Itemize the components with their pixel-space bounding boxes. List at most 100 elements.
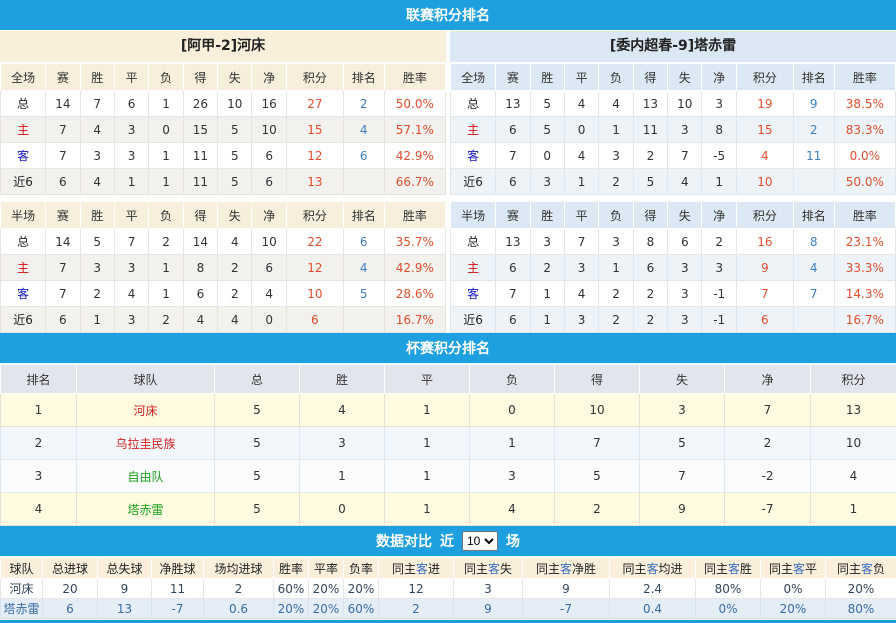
stat-cell: 0.4 [609,598,696,619]
stat-cell: 1 [79,306,115,333]
column-header: 球队 [76,364,215,394]
winrate-cell: 50.0% [833,168,896,195]
row-label: 近6 [449,306,497,333]
winrate-cell: 57.1% [383,116,447,143]
stat-cell: 4 [251,280,287,307]
points-cell: 22 [285,228,344,255]
stat-cell: 3 [667,280,703,307]
rank-cell: 4 [792,254,835,281]
column-header: 失 [667,201,703,229]
stat-cell: 2 [632,142,669,169]
stat-cell: 3 [529,168,565,195]
header-row: 排名 球队总胜平负得失净积分 [0,364,896,394]
column-header: 净 [251,201,287,229]
stat-cell: 5 [529,116,565,143]
stat-cell: 4 [563,90,600,117]
stat-cell: 13 [632,90,669,117]
column-header: 平 [113,63,150,91]
stat-cell: 7 [113,228,150,255]
header-text: 均进 [658,561,683,576]
stat-cell: 2 [701,228,737,255]
stat-cell: 6 [251,142,287,169]
compare-section-bar: 数据对比 近 10 场 [0,526,896,556]
stat-cell: 3 [667,116,703,143]
header-text: 净胜 [572,561,597,576]
row-label: 主 [0,254,47,281]
stat-cell: 16 [251,90,287,117]
stat-cell: 2 [79,280,115,307]
team-name-cell: 塔赤雷 [76,492,215,526]
header-text: 同主 [391,561,416,576]
column-header: 赛 [495,63,531,91]
stat-cell: 9 [453,598,523,619]
column-header: 球队 [0,557,43,579]
points-cell: 12 [285,142,344,169]
cup-row: 3 自由队 5 1 1 3 5 7 -2 4 [0,459,896,493]
stat-cell: 6 [495,306,531,333]
stat-cell: 4 [113,280,150,307]
header-text: 同主 [836,561,861,576]
header-text: 同主 [768,561,793,576]
rank-number-cell: 1 [0,393,77,427]
stat-cell: 5 [214,393,300,427]
stat-cell: 4 [563,280,600,307]
stat-cell: 10 [810,426,896,460]
row-label: 客 [0,280,47,307]
stat-cell: 20 [42,578,98,599]
rank-cell [342,306,385,333]
stat-cell: 3 [667,306,703,333]
column-header: 积分 [735,201,794,229]
rank-number-cell: 4 [0,492,77,526]
points-cell: 16 [735,228,794,255]
stat-cell: 3 [563,254,600,281]
stat-cell: 7 [45,142,81,169]
stat-row: 近6 6 1 3 2 4 4 0 6 16.7% [0,306,447,333]
column-header: 积分 [285,63,344,91]
row-label: 客 [449,280,497,307]
column-header: 失 [217,63,253,91]
stat-row: 主 7 3 3 1 8 2 6 12 4 42.9% [0,254,447,281]
stat-cell: 4 [182,306,219,333]
team-title: [阿甲-2]河床 [0,31,446,62]
stat-cell: 11 [632,116,669,143]
stat-row: 近6 6 1 3 2 2 3 -1 6 16.7% [449,306,896,333]
header-text: 平 [805,561,818,576]
stat-cell: 14 [45,228,81,255]
stat-cell: 6 [495,116,531,143]
stat-cell: 60% [273,578,309,599]
stat-cell: 2 [529,254,565,281]
column-header: 得 [632,63,669,91]
league-stats-table: 全场赛胜平负得失净积分 排名 胜率总 13 5 4 4 13 10 3 19 9 38.5% 主 6 5 0 1 1… [449,63,896,195]
away-char-accent: 客 [487,561,500,576]
rank-cell: 6 [342,142,385,169]
column-header: 积分 [285,201,344,229]
league-stats-table: 半场赛胜平负得失净积分 排名 胜率总 13 3 7 3 8 6 2 16 8 23.1% 主 6 2 3 1 6 3 3… [449,201,896,333]
stat-cell: 2 [148,228,184,255]
stat-cell: -1 [701,280,737,307]
away-char-accent: 客 [646,561,659,576]
stat-cell: 7 [563,228,600,255]
column-header: 赛 [495,201,531,229]
stat-cell: 26 [182,90,219,117]
stat-cell: 2 [554,492,640,526]
header-text: 总进球 [51,561,88,576]
away-char-accent: 客 [559,561,572,576]
stat-cell: 5 [217,142,253,169]
stat-row: 主 6 2 3 1 6 3 3 9 4 33.3% [449,254,896,281]
matches-label: 场 [506,534,520,550]
rank-cell: 9 [792,90,835,117]
stat-cell: 4 [79,116,115,143]
team-name-cell: 自由队 [76,459,215,493]
recent-matches-select[interactable]: 10 [462,531,498,551]
stat-cell: 4 [563,142,600,169]
stat-cell: 20% [760,598,826,619]
stat-cell: 0 [299,492,385,526]
cup-standings-table: 排名 球队总胜平负得失净积分 1 河床 5 4 1 0 10 3 7 13 2 乌拉圭民族 5 3 1 1 7 5 2 1… [0,364,896,526]
compare-row: 塔赤雷 6 13 -7 0.6 20% 20% 60% 2 9 -7 0.4 0% 20% 80% [0,598,896,619]
stat-cell: 10 [217,90,253,117]
header-text: 净胜球 [159,561,196,576]
row-label: 主 [0,116,47,143]
stat-cell: 4 [469,492,555,526]
stat-cell: 80% [695,578,761,599]
points-cell: 4 [735,142,794,169]
